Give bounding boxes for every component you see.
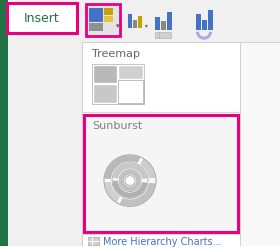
- Bar: [155, 17, 160, 30]
- Bar: [82, 42, 240, 246]
- Wedge shape: [112, 163, 148, 180]
- Wedge shape: [139, 158, 156, 179]
- Text: More Hierarchy Charts...: More Hierarchy Charts...: [103, 237, 222, 247]
- Bar: [133, 20, 137, 28]
- Bar: [82, 0, 280, 246]
- Bar: [128, 14, 132, 28]
- Bar: [208, 10, 213, 30]
- Text: Sunburst: Sunburst: [92, 121, 142, 131]
- Bar: [7, 3, 77, 33]
- Bar: [118, 80, 143, 103]
- Bar: [0, 0, 8, 246]
- Wedge shape: [119, 182, 156, 206]
- Wedge shape: [196, 32, 212, 40]
- Wedge shape: [119, 170, 141, 191]
- Bar: [161, 21, 165, 30]
- Wedge shape: [104, 155, 141, 180]
- Wedge shape: [104, 181, 121, 203]
- Bar: [104, 8, 113, 15]
- Bar: [167, 12, 171, 30]
- Wedge shape: [112, 180, 148, 198]
- Bar: [196, 14, 201, 30]
- Bar: [89, 8, 103, 22]
- Bar: [88, 237, 99, 245]
- Circle shape: [125, 176, 135, 186]
- Bar: [104, 16, 113, 22]
- Text: ▾: ▾: [116, 23, 120, 29]
- Bar: [8, 4, 76, 32]
- Bar: [202, 20, 207, 30]
- Bar: [89, 23, 103, 31]
- Text: Insert: Insert: [24, 12, 60, 25]
- Bar: [8, 0, 82, 246]
- Bar: [86, 4, 120, 36]
- Bar: [93, 84, 117, 103]
- Text: ▾: ▾: [145, 23, 147, 28]
- Bar: [93, 65, 117, 83]
- Bar: [118, 65, 143, 79]
- Bar: [138, 16, 142, 28]
- Bar: [155, 32, 171, 38]
- Text: Treemap: Treemap: [92, 49, 140, 59]
- Bar: [82, 0, 280, 42]
- Bar: [92, 64, 144, 104]
- Bar: [84, 115, 238, 232]
